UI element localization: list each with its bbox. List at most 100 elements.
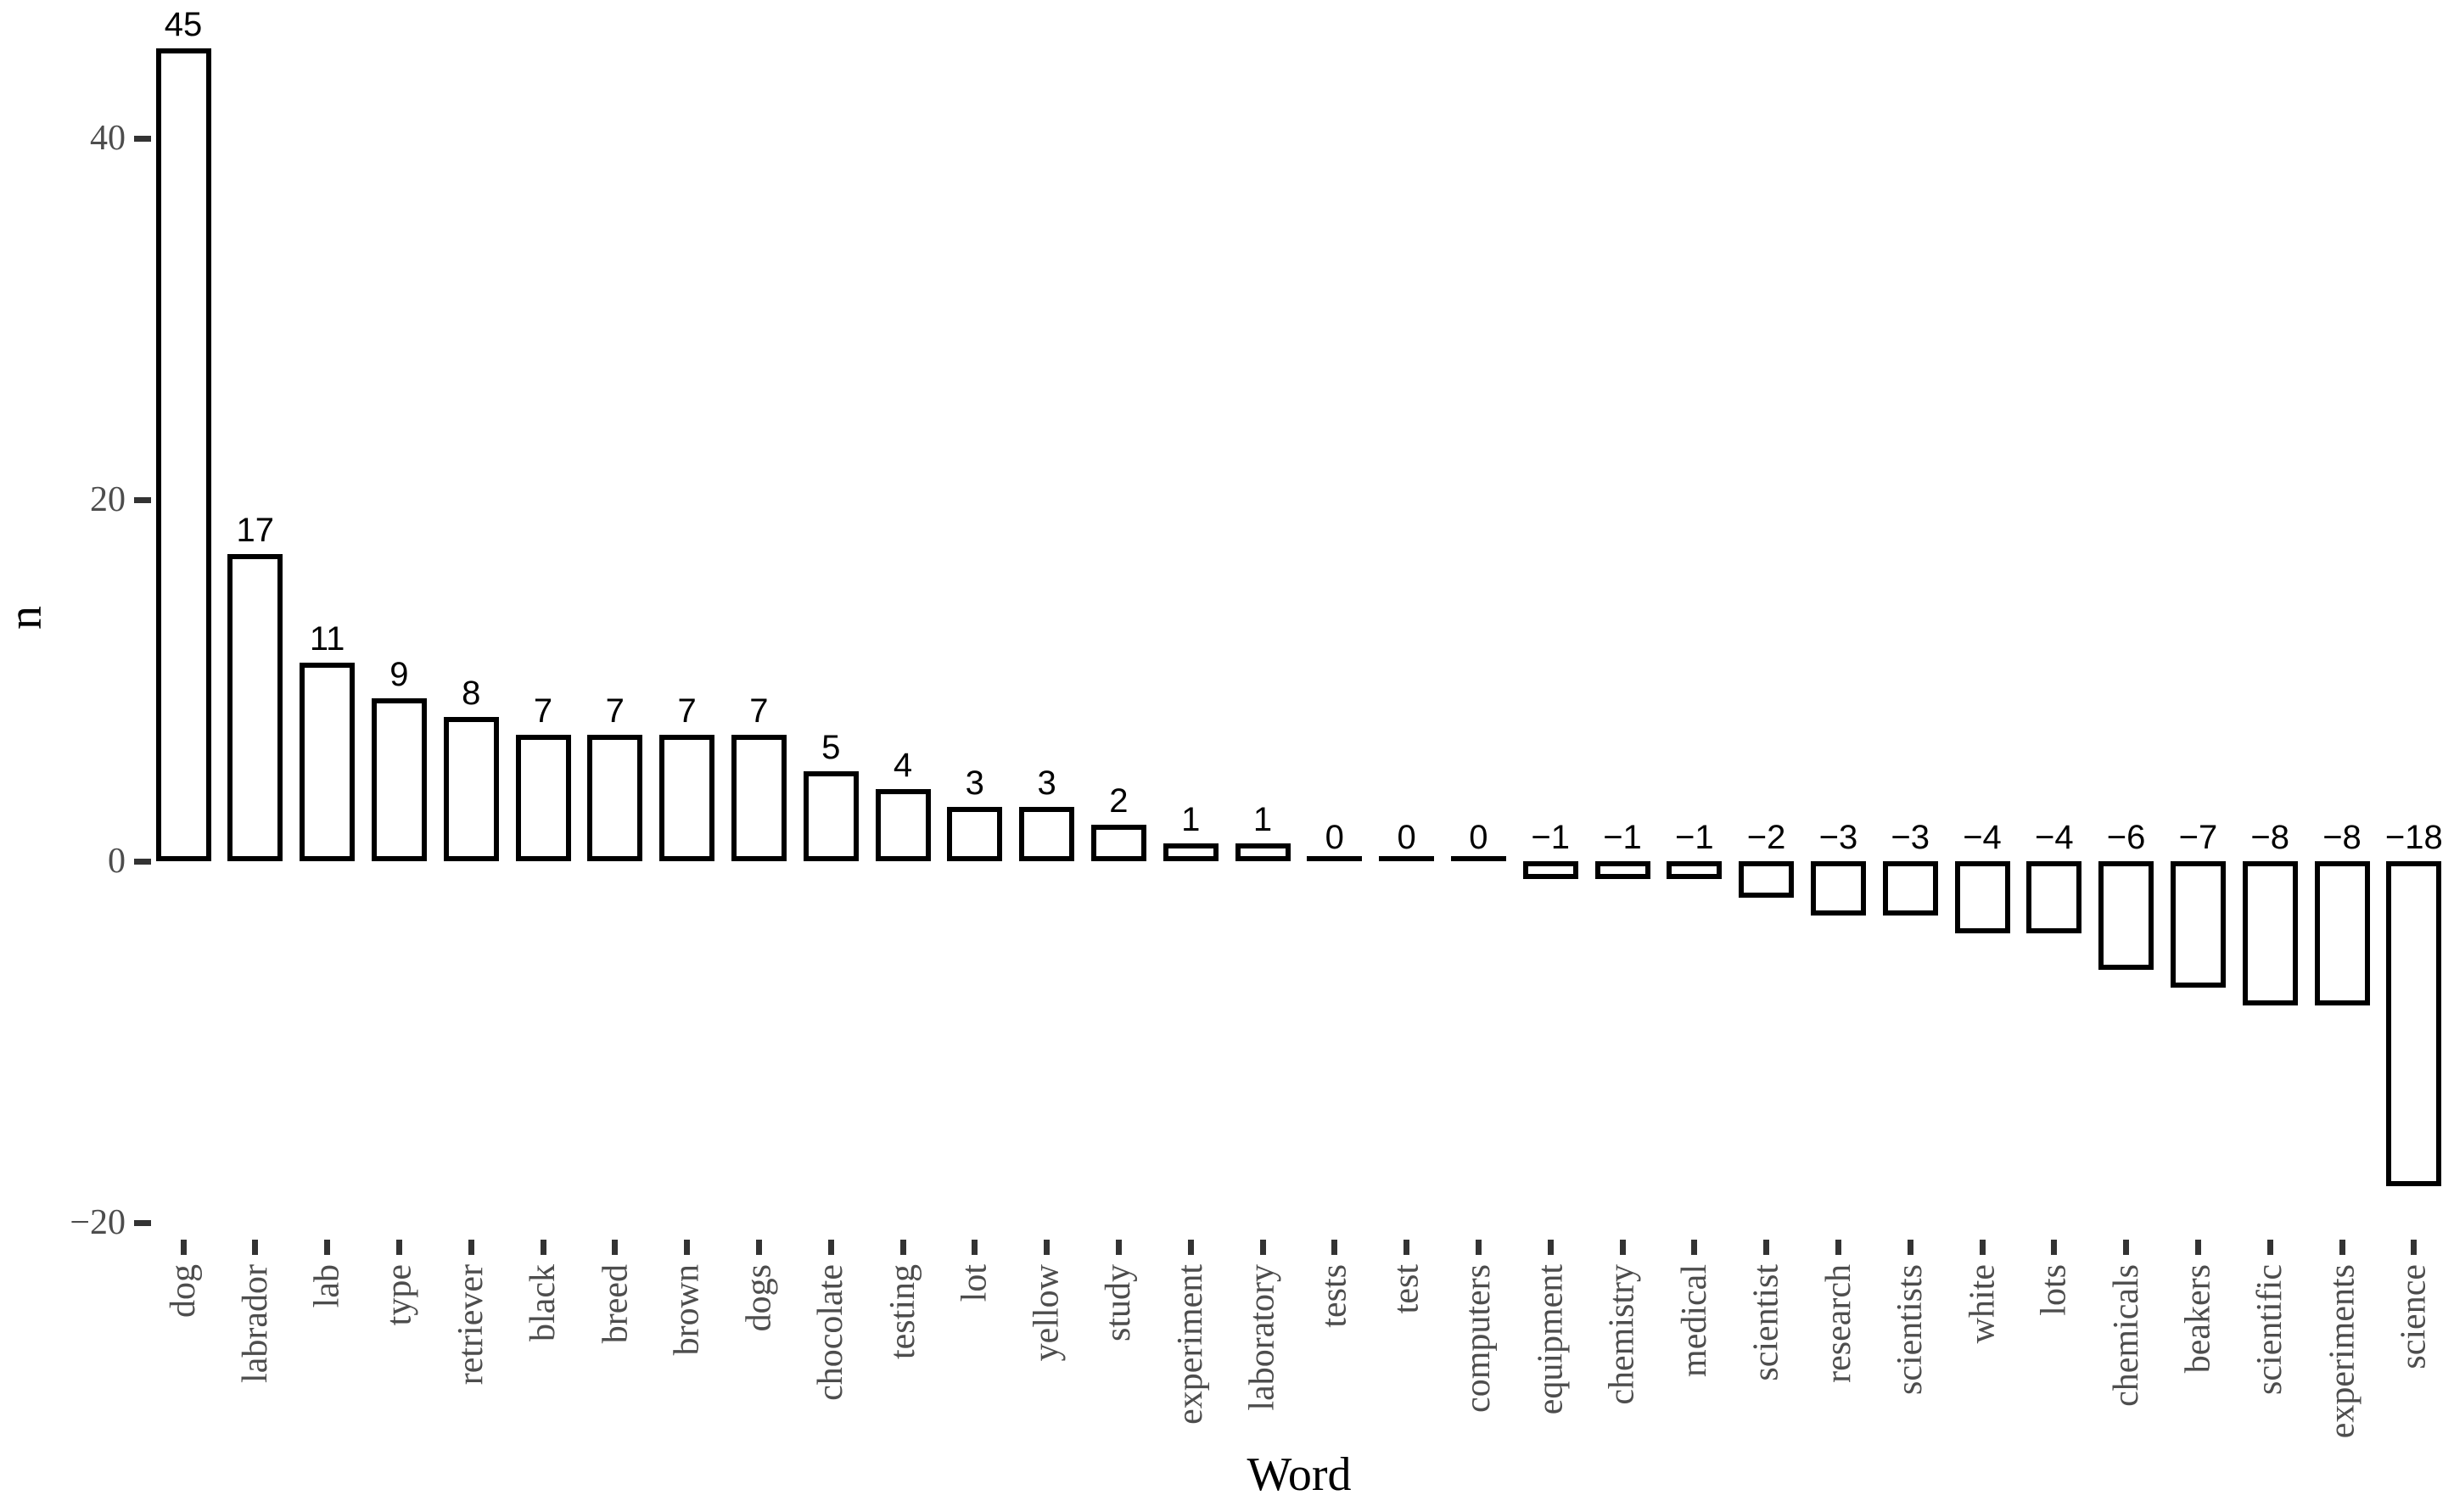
y-tick-label-20: 20	[90, 480, 126, 519]
x-tick-label-scientific: scientific	[2250, 1264, 2290, 1395]
x-tick-label-black: black	[524, 1264, 563, 1341]
x-tick-label-study: study	[1099, 1264, 1139, 1342]
x-tick-mark-experiment	[1187, 1240, 1194, 1255]
x-tick-label-experiment: experiment	[1171, 1264, 1211, 1425]
x-tick-label-labrador: labrador	[235, 1264, 275, 1383]
x-tick-mark-chemistry	[1619, 1240, 1626, 1255]
bar-chemistry	[1594, 861, 1650, 880]
x-tick-label-beakers: beakers	[2178, 1264, 2218, 1374]
x-tick-label-dogs: dogs	[739, 1264, 779, 1332]
bar-breed	[587, 734, 643, 861]
x-tick-mark-tests	[1331, 1240, 1338, 1255]
bar-value-label-yellow: 3	[1037, 764, 1056, 803]
bar-beakers	[2170, 861, 2226, 988]
bar-science	[2386, 861, 2442, 1187]
y-tick-mark	[134, 135, 151, 142]
x-tick-label-experiments: experiments	[2322, 1264, 2362, 1439]
y-tick-label-40: 40	[90, 119, 126, 158]
bar-chemicals	[2098, 861, 2154, 970]
bar-retriever	[443, 716, 499, 861]
bar-black	[515, 734, 571, 861]
bar-dog	[155, 48, 211, 861]
bar-tests	[1307, 856, 1363, 861]
x-tick-mark-scientific	[2266, 1240, 2273, 1255]
x-tick-label-scientist: scientist	[1746, 1264, 1786, 1381]
bar-value-label-dog: 45	[164, 5, 203, 43]
bar-lab	[300, 662, 356, 861]
x-tick-label-chocolate: chocolate	[811, 1264, 851, 1401]
bar-computers	[1450, 856, 1506, 861]
x-tick-label-chemicals: chemicals	[2106, 1264, 2146, 1407]
bar-dogs	[731, 734, 787, 861]
bar-value-label-breed: 7	[605, 692, 625, 730]
x-tick-mark-beakers	[2194, 1240, 2201, 1255]
x-tick-mark-lots	[2051, 1240, 2058, 1255]
x-tick-mark-test	[1403, 1240, 1410, 1255]
x-axis-title: Word	[1247, 1448, 1352, 1501]
x-tick-label-retriever: retriever	[451, 1264, 491, 1386]
x-tick-label-tests: tests	[1314, 1264, 1354, 1328]
x-tick-mark-labrador	[252, 1240, 259, 1255]
bar-chocolate	[803, 770, 859, 861]
x-tick-label-science: science	[2394, 1264, 2434, 1369]
y-tick-label-0: 0	[108, 842, 126, 881]
bar-type	[371, 698, 427, 861]
x-tick-label-yellow: yellow	[1027, 1264, 1067, 1362]
x-tick-label-scientists: scientists	[1891, 1264, 1930, 1395]
x-tick-mark-equipment	[1547, 1240, 1554, 1255]
bar-value-label-test: 0	[1397, 819, 1416, 856]
x-tick-label-testing: testing	[883, 1264, 922, 1359]
bar-value-label-labrador: 17	[236, 511, 275, 549]
bar-value-label-science: −18	[2384, 819, 2443, 856]
x-tick-mark-yellow	[1044, 1240, 1051, 1255]
bar-scientific	[2242, 861, 2298, 1006]
x-tick-label-breed: breed	[595, 1264, 635, 1344]
bar-value-label-computers: 0	[1469, 819, 1488, 856]
bar-value-label-black: 7	[533, 692, 553, 730]
bar-value-label-chocolate: 5	[821, 728, 841, 766]
bar-value-label-chemicals: −6	[2106, 819, 2146, 856]
x-tick-mark-scientists	[1907, 1240, 1913, 1255]
bar-equipment	[1522, 861, 1578, 880]
x-tick-label-computers: computers	[1459, 1264, 1499, 1413]
bar-value-label-lot: 3	[965, 764, 984, 803]
x-tick-label-lots: lots	[2034, 1264, 2074, 1316]
bar-scientists	[1882, 861, 1938, 916]
bar-medical	[1667, 861, 1723, 880]
y-axis-title: n	[0, 606, 52, 630]
x-tick-mark-retriever	[468, 1240, 474, 1255]
bar-experiment	[1163, 843, 1219, 861]
x-tick-mark-research	[1835, 1240, 1841, 1255]
x-tick-mark-testing	[899, 1240, 906, 1255]
bar-experiments	[2314, 861, 2370, 1006]
bar-lot	[947, 807, 1003, 861]
bar-value-label-brown: 7	[677, 692, 697, 730]
x-tick-mark-dogs	[755, 1240, 762, 1255]
x-tick-mark-type	[395, 1240, 402, 1255]
bar-testing	[875, 788, 931, 861]
bar-value-label-type: 9	[389, 656, 409, 694]
bar-value-label-white: −4	[1963, 819, 2002, 856]
bar-lots	[2026, 861, 2082, 934]
bar-value-label-beakers: −7	[2178, 819, 2218, 856]
bar-value-label-testing: 4	[893, 746, 913, 784]
x-tick-mark-black	[540, 1240, 546, 1255]
bar-yellow	[1019, 807, 1075, 861]
x-tick-label-type: type	[379, 1264, 419, 1326]
y-tick-label-−20: −20	[70, 1203, 126, 1242]
x-tick-label-dog: dog	[164, 1264, 203, 1318]
x-tick-label-lab: lab	[307, 1264, 347, 1308]
x-tick-mark-experiments	[2339, 1240, 2345, 1255]
x-tick-mark-medical	[1691, 1240, 1698, 1255]
bar-research	[1810, 861, 1866, 916]
bar-labrador	[227, 553, 283, 861]
bar-value-label-lots: −4	[2034, 819, 2074, 856]
bar-value-label-tests: 0	[1325, 819, 1344, 856]
x-tick-label-test: test	[1387, 1264, 1426, 1314]
x-tick-mark-breed	[612, 1240, 619, 1255]
x-tick-label-lot: lot	[955, 1264, 994, 1302]
bar-value-label-equipment: −1	[1531, 819, 1570, 856]
x-tick-mark-lab	[324, 1240, 331, 1255]
x-tick-mark-chemicals	[2123, 1240, 2130, 1255]
x-tick-mark-dog	[180, 1240, 187, 1255]
